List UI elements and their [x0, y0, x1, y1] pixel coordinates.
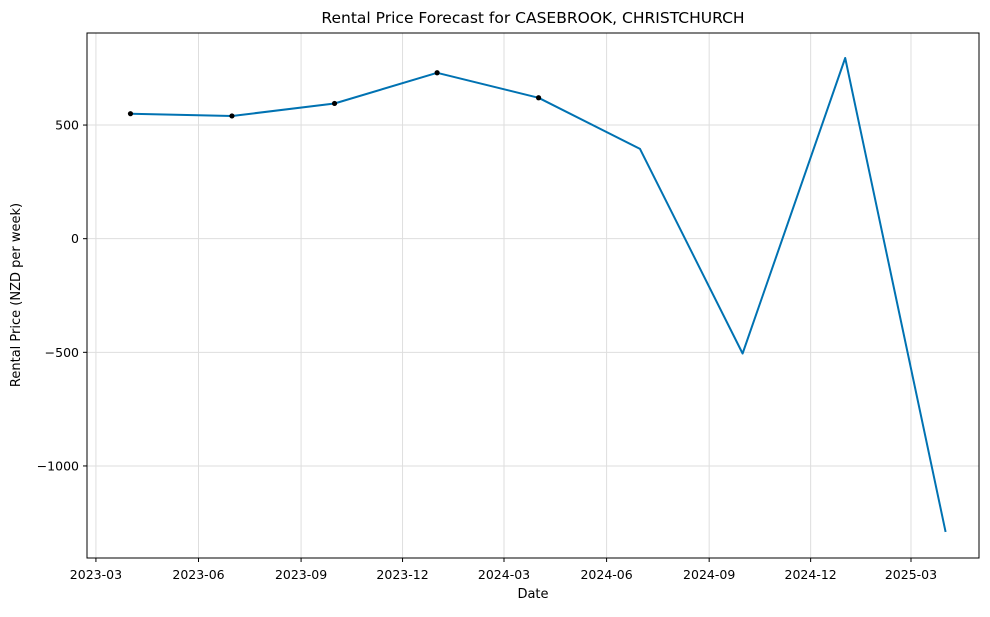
y-axis: −1000 −500 0 500 [37, 118, 87, 473]
y-tick-label: 0 [71, 231, 79, 246]
x-tick-label: 2023-03 [70, 567, 122, 582]
plot-area [127, 57, 947, 533]
y-axis-label: Rental Price (NZD per week) [9, 203, 24, 387]
x-tick-label: 2025-03 [885, 567, 937, 582]
x-axis: 2023-03 2023-06 2023-09 2023-12 2024-03 2024-… [70, 558, 937, 582]
observed-point [331, 100, 338, 107]
x-axis-label: Date [517, 587, 548, 602]
y-tick-label: −500 [45, 345, 79, 360]
observed-point [535, 95, 542, 101]
x-tick-label: 2024-06 [580, 567, 632, 582]
x-tick-label: 2024-09 [683, 567, 735, 582]
y-tick-label: −1000 [37, 458, 79, 473]
y-tick-label: 500 [55, 118, 79, 133]
x-tick-label: 2023-06 [172, 567, 224, 582]
observed-point [127, 111, 134, 117]
x-tick-label: 2024-12 [785, 567, 837, 582]
x-tick-label: 2024-03 [478, 567, 530, 582]
x-tick-label: 2023-09 [275, 567, 327, 582]
observed-point [229, 113, 235, 119]
chart-title: Rental Price Forecast for CASEBROOK, CHR… [321, 9, 744, 27]
observed-point [434, 70, 440, 76]
grid [87, 33, 979, 558]
plot-frame [86, 32, 980, 559]
x-tick-label: 2023-12 [376, 567, 428, 582]
